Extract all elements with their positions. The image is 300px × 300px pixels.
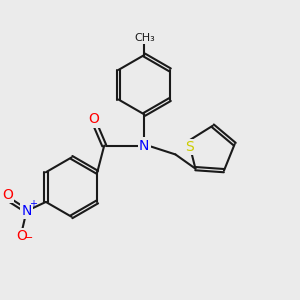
Text: O: O [17, 229, 28, 243]
Text: N: N [139, 139, 149, 152]
Text: −: − [23, 232, 33, 243]
Text: N: N [21, 204, 32, 218]
Text: O: O [88, 112, 99, 126]
Text: S: S [186, 140, 194, 154]
Text: O: O [2, 188, 13, 202]
Text: +: + [29, 199, 37, 209]
Text: CH₃: CH₃ [134, 33, 155, 43]
